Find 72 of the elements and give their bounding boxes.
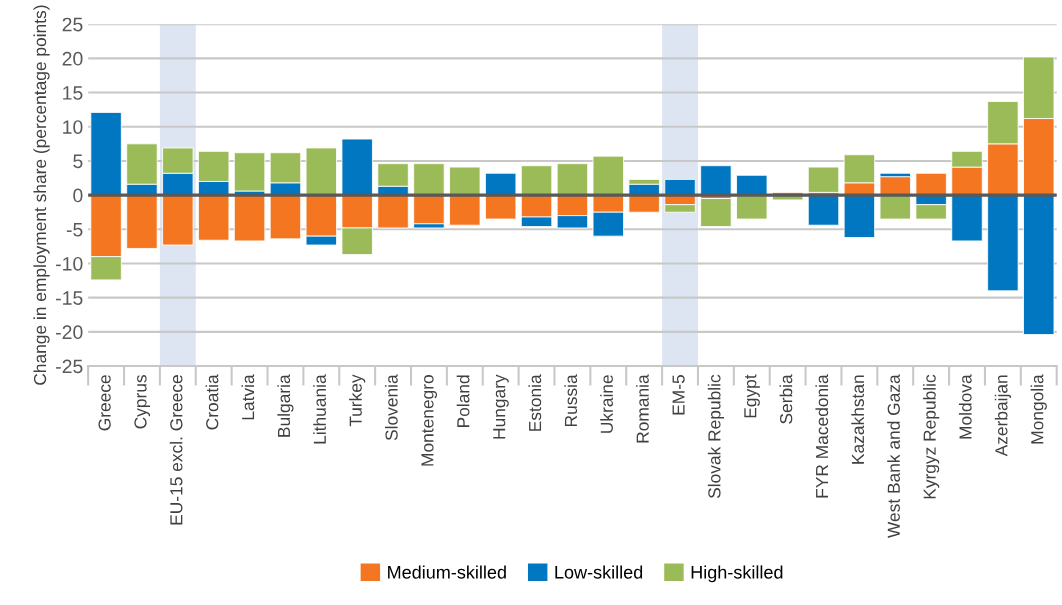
bar (198, 194, 230, 241)
x-tick-label: Egypt (744, 374, 760, 418)
x-tick-label: Kyrgyz Republic (923, 374, 940, 499)
bar (987, 194, 1019, 292)
bar (807, 194, 840, 226)
bar (162, 194, 194, 246)
x-tick-label: Azerbaijan (994, 375, 1011, 457)
x-tick-label: Latvia (241, 374, 255, 420)
bar (700, 198, 732, 227)
x-tick-label: Romania (636, 374, 649, 443)
bar (843, 194, 876, 238)
y-axis-title: Change in employment share (percentage points) (33, 5, 50, 385)
bar (126, 194, 158, 249)
y-tick-label: 15 (63, 86, 83, 100)
bar (1023, 194, 1055, 335)
x-tick-label: EM-5 (672, 375, 685, 415)
bar (485, 194, 517, 220)
bar (915, 172, 947, 196)
bar (951, 194, 983, 242)
x-tick-label: Bulgaria (277, 374, 294, 437)
bar (90, 111, 122, 196)
x-tick-label: West Bank and Gaza (887, 374, 900, 539)
x-tick-label: Russia (564, 374, 578, 426)
x-tick-label: Mongolia (1030, 374, 1047, 444)
y-tick-label: -15 (56, 291, 83, 305)
x-tick-label: Ukraine (600, 375, 613, 433)
bar (700, 165, 732, 196)
x-tick-label: EU-15 excl. Greece (169, 375, 183, 525)
x-tick-label: Croatia (205, 374, 219, 430)
bar (413, 194, 445, 225)
bar (807, 166, 840, 193)
bar (556, 163, 589, 196)
bar (520, 165, 553, 196)
bar (449, 166, 481, 196)
x-tick-label: Slovenia (384, 374, 398, 441)
y-tick-label: -25 (56, 359, 83, 374)
y-tick-label: 5 (73, 154, 83, 169)
x-tick-label: Greece (98, 375, 111, 431)
bar (341, 138, 373, 196)
x-tick-label: FYR Macedonia (815, 374, 829, 498)
y-tick-label: 20 (62, 51, 83, 66)
legend-label: High-skilled (691, 565, 783, 583)
y-tick-label: -10 (56, 256, 83, 271)
bar (413, 163, 445, 196)
bar (879, 194, 911, 220)
bar (449, 194, 481, 226)
x-tick-label: Montenegro (421, 375, 438, 466)
bar (305, 147, 337, 196)
legend-label: Medium-skilled (388, 565, 506, 579)
bar (485, 172, 517, 196)
y-tick-label: 10 (63, 120, 83, 134)
bar (377, 194, 409, 229)
y-tick-label: 25 (62, 17, 83, 32)
x-tick-label: Poland (456, 375, 470, 427)
bar (736, 194, 768, 220)
bar (269, 194, 302, 240)
x-tick-label: Hungary (493, 374, 509, 439)
y-tick-label: -5 (66, 222, 83, 237)
x-tick-label: Estonia (528, 374, 542, 431)
y-tick-label: -20 (56, 325, 83, 340)
bar (233, 152, 266, 192)
y-tick-label: 0 (73, 188, 83, 203)
x-tick-label: Moldova (958, 374, 972, 439)
bar (592, 155, 624, 196)
x-tick-label: Serbia (779, 374, 793, 424)
x-tick-label: Kazakhstan (851, 375, 865, 464)
x-tick-label: Lithuania (313, 374, 326, 444)
x-tick-label: Cyprus (134, 374, 151, 429)
x-tick-label: Turkey (349, 374, 366, 427)
x-tick-label: Slovak Republic (707, 374, 724, 499)
bar (233, 194, 266, 242)
legend-label: Low-skilled (555, 565, 643, 579)
